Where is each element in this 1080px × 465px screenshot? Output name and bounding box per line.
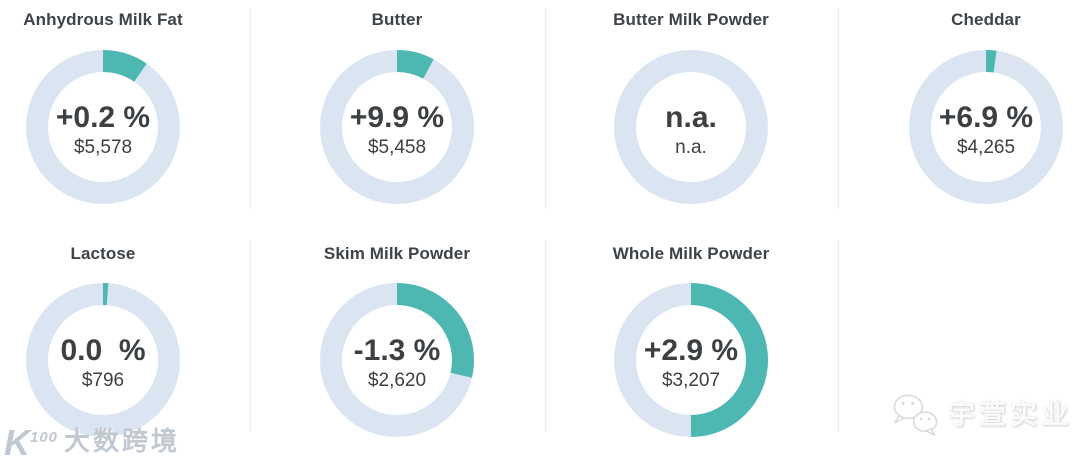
change-percent: +9.9 %: [349, 100, 445, 134]
donut-arc: [26, 283, 180, 437]
donut-chart: 0.0 % $796: [25, 282, 181, 438]
donut-arc: [614, 283, 768, 437]
donut-center: +2.9 % $3,207: [613, 282, 769, 438]
divider: [838, 8, 839, 209]
card-title: Butter Milk Powder: [613, 10, 769, 29]
donut-svg: [320, 50, 474, 204]
card-title: Lactose: [70, 244, 136, 263]
price-value: $4,265: [956, 136, 1016, 158]
donut-center: +0.2 % $5,578: [25, 49, 181, 205]
donut-svg: [26, 283, 180, 437]
donut-chart: +0.2 % $5,578: [25, 49, 181, 205]
wechat-icon: [893, 394, 938, 436]
card-title: Anhydrous Milk Fat: [23, 10, 183, 29]
divider: [250, 8, 251, 209]
card-butter-milk-powder: Butter Milk Powder n.a. n.a.: [571, 8, 811, 205]
change-percent: +2.9 %: [643, 333, 739, 367]
donut-arc: [909, 50, 1063, 204]
donut-center: +9.9 % $5,458: [319, 49, 475, 205]
divider: [545, 240, 546, 432]
card-title: Skim Milk Powder: [323, 244, 471, 263]
donut-chart: +9.9 % $5,458: [319, 49, 475, 205]
price-value: $5,578: [73, 136, 133, 158]
change-percent: +0.2 %: [55, 100, 151, 134]
donut-chart: +6.9 % $4,265: [908, 49, 1064, 205]
donut-svg: [614, 50, 768, 204]
card-title: Cheddar: [951, 10, 1021, 29]
donut-center: +6.9 % $4,265: [908, 49, 1064, 205]
donut-center: n.a. n.a.: [613, 49, 769, 205]
change-percent: +6.9 %: [938, 100, 1034, 134]
price-value: n.a.: [675, 136, 707, 158]
price-value: $3,207: [661, 369, 721, 391]
card-butter: Butter +9.9 % $5,458: [277, 8, 517, 205]
price-value: $796: [81, 369, 125, 391]
card-skim-milk-powder: Skim Milk Powder -1.3 % $2,620: [277, 242, 517, 438]
donut-chart: +2.9 % $3,207: [613, 282, 769, 438]
card-lactose: Lactose 0.0 % $796: [0, 242, 223, 438]
donut-chart: -1.3 % $2,620: [319, 282, 475, 438]
change-percent: n.a.: [665, 100, 717, 134]
donut-center: 0.0 % $796: [25, 282, 181, 438]
donut-svg: [614, 283, 768, 437]
donut-chart: n.a. n.a.: [613, 49, 769, 205]
donut-svg: [320, 283, 474, 437]
change-percent: 0.0 %: [60, 333, 146, 367]
card-whole-milk-powder: Whole Milk Powder +2.9 % $3,207: [571, 242, 811, 438]
change-percent: -1.3 %: [353, 333, 441, 367]
donut-center: -1.3 % $2,620: [319, 282, 475, 438]
divider: [545, 8, 546, 209]
card-title: Whole Milk Powder: [612, 244, 770, 263]
card-title: Butter: [371, 10, 423, 29]
watermark-label: 宇萱实业: [948, 400, 1072, 430]
donut-arc: [320, 283, 474, 437]
watermark-bottom-right: 宇萱实业: [890, 392, 1072, 438]
donut-arc: [320, 50, 474, 204]
price-value: $5,458: [367, 136, 427, 158]
card-anhydrous-milk-fat: Anhydrous Milk Fat +0.2 % $5,578: [0, 8, 223, 205]
donut-svg: [909, 50, 1063, 204]
donut-svg: [26, 50, 180, 204]
divider: [250, 240, 251, 432]
donut-arc: [26, 50, 180, 204]
price-value: $2,620: [367, 369, 427, 391]
card-cheddar: Cheddar +6.9 % $4,265: [866, 8, 1080, 205]
donut-track: [614, 50, 768, 204]
divider: [838, 240, 839, 432]
